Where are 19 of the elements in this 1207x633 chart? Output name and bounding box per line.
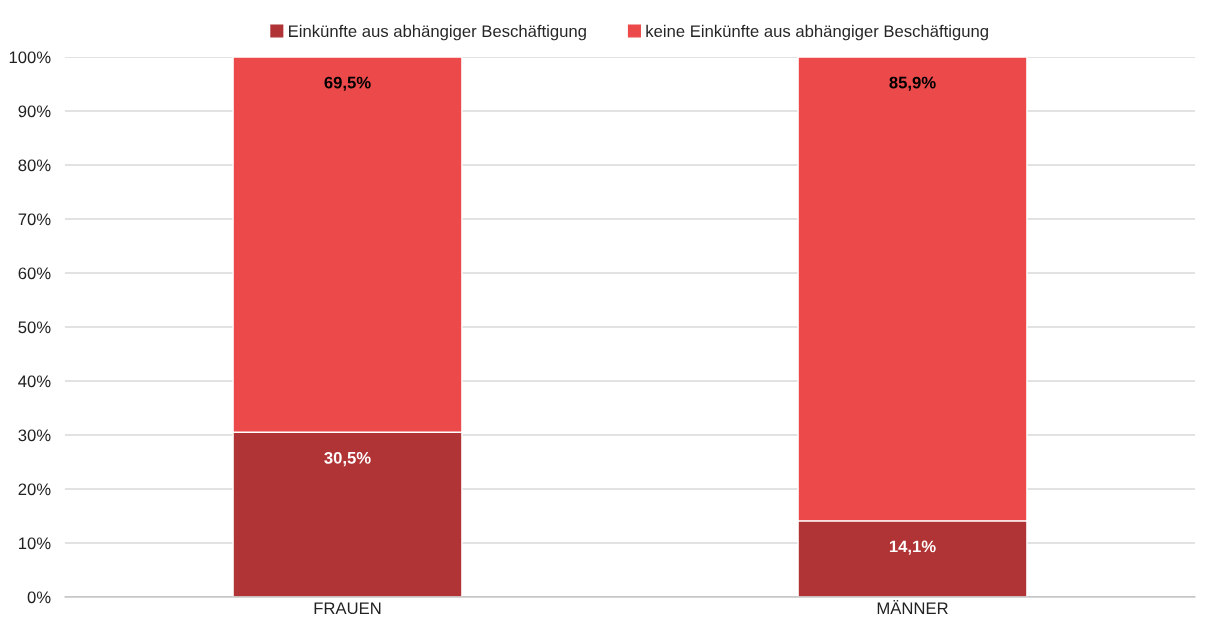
legend-label: keine Einkünfte aus abhängiger Beschäftigung	[646, 24, 988, 41]
x-tick-label: MÄNNER	[877, 599, 948, 614]
y-tick-label: 60%	[18, 267, 51, 280]
y-tick-label: 90%	[18, 105, 51, 118]
legend-label: Einkünfte aus abhängiger Beschäftigung	[289, 24, 586, 41]
y-tick-label: 10%	[19, 537, 51, 550]
y-tick-label: 70%	[18, 213, 51, 226]
data-label: 69,5%	[324, 76, 371, 91]
y-tick-label: 40%	[18, 375, 51, 388]
y-tick-label: 80%	[18, 159, 51, 172]
x-tick-label: FRAUEN	[314, 602, 381, 615]
y-tick-label: 50%	[18, 321, 51, 334]
y-tick-label: 20%	[18, 483, 51, 496]
data-label: 30,5%	[324, 451, 371, 467]
y-tick-label: 100%	[9, 51, 51, 64]
y-tick-label: 30%	[18, 429, 51, 442]
data-label: 14,1%	[889, 540, 936, 555]
y-tick-label: 0%	[27, 591, 51, 604]
data-label: 85,9%	[889, 76, 936, 91]
